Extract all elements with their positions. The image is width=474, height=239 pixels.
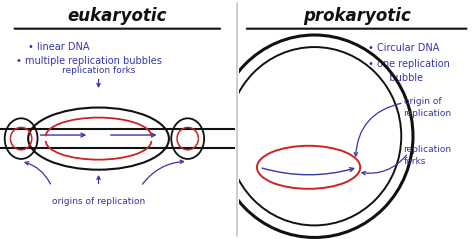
Text: • multiple replication bubbles: • multiple replication bubbles — [17, 56, 162, 66]
Text: prokaryotic: prokaryotic — [303, 7, 410, 25]
Text: replication
forks: replication forks — [403, 145, 452, 166]
Text: origin of
replication: origin of replication — [403, 97, 452, 118]
Text: bubble: bubble — [380, 73, 423, 83]
Text: replication forks: replication forks — [62, 66, 135, 75]
Text: • Circular DNA: • Circular DNA — [368, 43, 440, 53]
Text: eukaryotic: eukaryotic — [68, 7, 167, 25]
Text: origins of replication: origins of replication — [52, 197, 145, 206]
Text: • one replication: • one replication — [368, 59, 450, 69]
Text: • linear DNA: • linear DNA — [28, 42, 90, 52]
